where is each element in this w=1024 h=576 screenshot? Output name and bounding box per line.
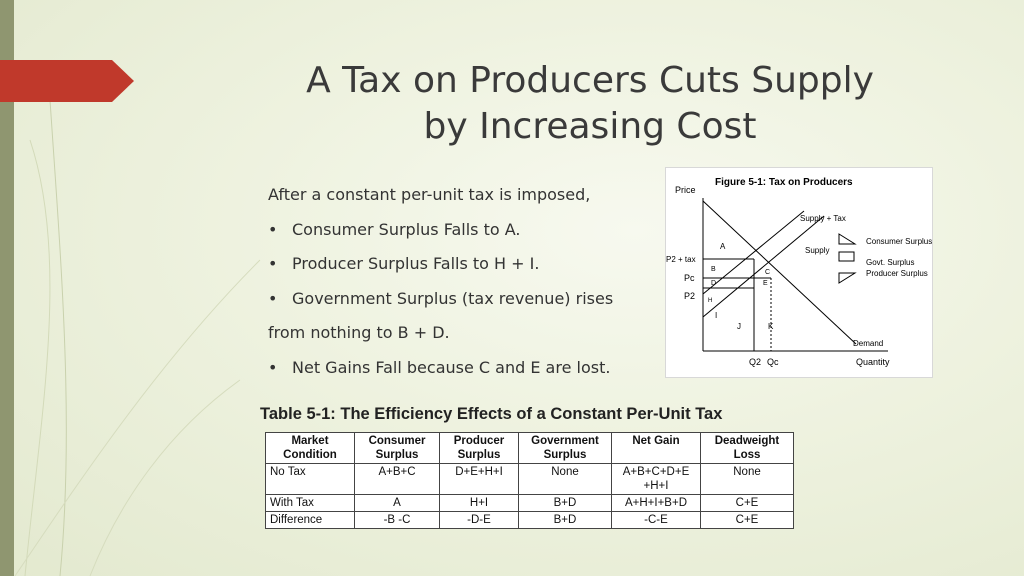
pc-label: Pc [684,273,695,283]
bullet-text: Consumer Surplus Falls to A. [292,219,521,239]
table-header-row: Market Condition Consumer Surplus Produc… [265,432,794,464]
legend-producer-surplus: Producer Surplus [866,269,928,278]
figure-title: Figure 5-1: Tax on Producers [715,177,853,188]
table-cell: A+B+C [354,463,440,495]
supply-label: Supply [805,246,829,255]
demand-curve [702,200,857,345]
bullet-list: After a constant per-unit tax is imposed… [268,178,688,385]
bullet-text: Government Surplus (tax revenue) rises [292,288,614,308]
table-cell: None [700,463,794,495]
column-header: Government Surplus [518,432,612,464]
table-cell: -D-E [439,511,519,529]
table-cell: A+H+I+B+D [611,494,701,512]
region-j-label: J [737,322,741,331]
column-header: Consumer Surplus [354,432,440,464]
supply-tax-label: Supply + Tax [800,214,846,223]
table-cell: Difference [265,511,355,529]
legend-consumer-surplus: Consumer Surplus [866,237,932,246]
bullet-item: • Net Gains Fall because C and E are lost… [268,357,611,377]
column-header: Net Gain [611,432,701,464]
region-a-label: A [720,242,726,251]
bullet-text: Producer Surplus Falls to H + I. [292,254,540,273]
consumer-surplus-legend-icon [838,233,857,245]
table-cell: -C-E [611,511,701,529]
region-d-label: D [711,280,716,287]
table-cell: C+E [700,494,794,512]
column-header: Deadweight Loss [700,432,794,464]
intro-text: After a constant per-unit tax is imposed… [268,185,591,204]
table-cell: B+D [518,511,612,529]
left-accent-bar [0,0,14,576]
bullet-item: • Government Surplus (tax revenue) rises [268,288,614,308]
continuation-text: from nothing to B + D. [268,323,450,342]
efficiency-table: Market Condition Consumer Surplus Produc… [265,432,794,529]
govt-surplus-legend-icon [838,251,855,262]
table-row: No Tax A+B+C D+E+H+I None A+B+C+D+E +H+I… [265,463,794,495]
column-header: Producer Surplus [439,432,519,464]
region-e-label: E [763,280,768,287]
demand-label: Demand [853,339,883,348]
bullet-item: • Consumer Surplus Falls to A. [268,219,521,239]
table-cell: H+I [439,494,519,512]
table-row: Difference -B -C -D-E B+D -C-E C+E [265,511,794,529]
table-cell: D+E+H+I [439,463,519,495]
p2-label: P2 [684,291,695,301]
tax-diagram: Figure 5-1: Tax on Producers Price Suppl… [666,177,932,367]
bullet-text: Net Gains Fall because C and E are lost. [292,357,611,377]
table-cell: No Tax [265,463,355,495]
table-title: Table 5-1: The Efficiency Effects of a C… [260,405,723,423]
table-cell: With Tax [265,494,355,512]
price-axis-label: Price [675,185,696,195]
region-i-label: I [715,311,717,320]
table-cell: C+E [700,511,794,529]
title-line-2: by Increasing Cost [423,106,757,147]
legend-govt-surplus: Govt. Surplus [866,258,914,267]
supply-curve [702,215,825,318]
q2-label: Q2 [749,357,761,367]
title-line-1: A Tax on Producers Cuts Supply [306,60,874,101]
region-c-label: C [765,269,770,276]
quantity-axis-label: Quantity [856,357,890,367]
bullet-item: • Producer Surplus Falls to H + I. [268,254,540,273]
title-accent-arrow [0,60,134,102]
table-cell: -B -C [354,511,440,529]
region-h-label: H [708,298,712,304]
table-cell: A [354,494,440,512]
qc-label: Qc [767,357,779,367]
region-k-label: K [768,322,774,331]
table-cell: A+B+C+D+E +H+I [611,463,701,495]
column-header: Market Condition [265,432,355,464]
producer-surplus-legend-icon [838,272,857,284]
table-row: With Tax A H+I B+D A+H+I+B+D C+E [265,494,794,512]
tax-figure: Figure 5-1: Tax on Producers Price Suppl… [665,167,933,378]
supply-tax-curve [702,210,805,295]
region-b-label: B [711,266,716,273]
table-cell: B+D [518,494,612,512]
p2tax-label: P2 + tax [666,255,696,264]
slide-title: A Tax on Producers Cuts Supply by Increa… [240,58,940,150]
table-cell: None [518,463,612,495]
decorative-lines [14,99,261,576]
